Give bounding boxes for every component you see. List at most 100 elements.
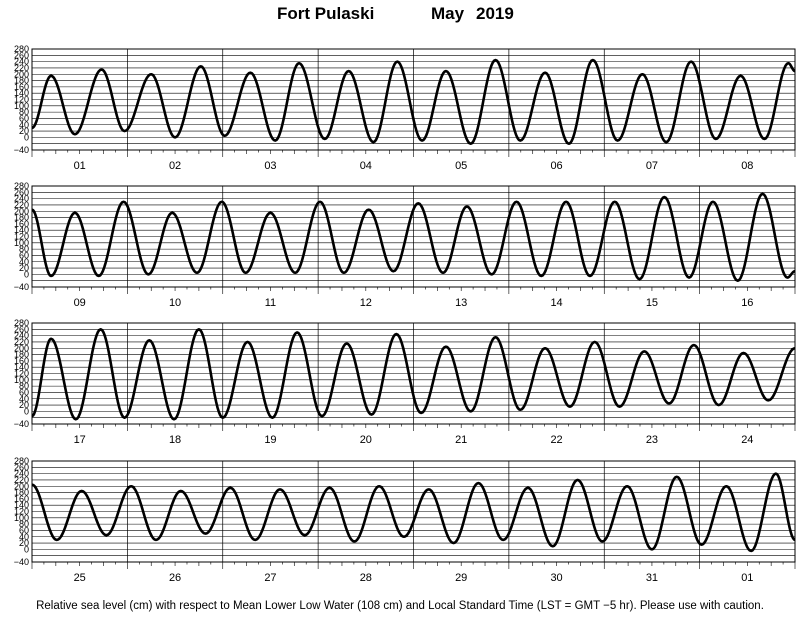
day-label: 12	[360, 297, 372, 309]
day-label: 16	[741, 297, 753, 309]
y-tick-label: 100	[14, 513, 29, 523]
day-label: 13	[455, 297, 467, 309]
day-label: 19	[264, 434, 276, 446]
y-tick-label: 280	[14, 181, 29, 191]
y-tick-label: 280	[14, 44, 29, 54]
y-tick-label: 240	[14, 57, 29, 67]
day-label: 18	[169, 434, 181, 446]
y-tick-label: 160	[14, 82, 29, 92]
y-tick-label: 180	[14, 350, 29, 360]
day-label: 01	[741, 572, 753, 584]
y-tick-label: 180	[14, 213, 29, 223]
day-label: 11	[265, 297, 276, 309]
footnote: Relative sea level (cm) with respect to …	[36, 600, 764, 612]
y-tick-label: 120	[14, 95, 29, 105]
y-tick-label: 260	[14, 187, 29, 197]
y-tick-label: 0	[24, 544, 29, 554]
day-label: 14	[550, 297, 562, 309]
y-tick-label: 200	[14, 481, 29, 491]
y-tick-label: 120	[14, 507, 29, 517]
y-tick-label: 0	[24, 269, 29, 279]
y-tick-label: 260	[14, 324, 29, 334]
y-tick-label: 220	[14, 475, 29, 485]
y-tick-label: 20	[19, 263, 29, 273]
y-tick-label: 80	[19, 107, 29, 117]
y-tick-label: 140	[14, 88, 29, 98]
y-tick-label: 220	[14, 200, 29, 210]
y-tick-label: 260	[14, 50, 29, 60]
y-tick-label: 40	[19, 257, 29, 267]
day-label: 10	[169, 297, 181, 309]
station-name: Fort Pulaski	[277, 4, 375, 23]
day-label: 31	[646, 572, 658, 584]
year-label: 2019	[476, 4, 514, 23]
y-tick-label: 280	[14, 456, 29, 466]
day-label: 06	[550, 160, 562, 172]
y-tick-label: −40	[14, 282, 29, 292]
month-label: May	[431, 4, 465, 23]
y-tick-label: 180	[14, 488, 29, 498]
day-label: 25	[74, 572, 86, 584]
day-label: 24	[741, 434, 753, 446]
y-tick-label: 140	[14, 500, 29, 510]
y-tick-label: 60	[19, 525, 29, 535]
y-tick-label: 200	[14, 343, 29, 353]
day-label: 30	[550, 572, 562, 584]
y-tick-label: 20	[19, 126, 29, 136]
chart-title: Fort Pulaski May 2019	[0, 4, 800, 28]
tide-curve	[31, 192, 796, 282]
day-label: 21	[455, 434, 467, 446]
y-tick-label: 140	[14, 225, 29, 235]
y-tick-label: 180	[14, 76, 29, 86]
y-tick-label: 60	[19, 387, 29, 397]
y-tick-label: 80	[19, 244, 29, 254]
day-label: 20	[360, 434, 372, 446]
y-tick-label: 0	[24, 132, 29, 142]
y-tick-label: 80	[19, 381, 29, 391]
y-tick-label: 160	[14, 356, 29, 366]
y-tick-label: 40	[19, 120, 29, 130]
day-label: 15	[646, 297, 658, 309]
day-label: 22	[550, 434, 562, 446]
y-tick-label: 260	[14, 462, 29, 472]
day-label: 17	[74, 434, 86, 446]
y-tick-label: 100	[14, 101, 29, 111]
y-tick-label: 40	[19, 394, 29, 404]
tide-curve	[31, 472, 796, 553]
day-label: 01	[74, 160, 86, 172]
day-label: 23	[646, 434, 658, 446]
y-tick-label: 20	[19, 538, 29, 548]
y-tick-label: 40	[19, 532, 29, 542]
y-tick-label: 60	[19, 250, 29, 260]
day-label: 03	[264, 160, 276, 172]
y-tick-label: 240	[14, 194, 29, 204]
day-label: 27	[264, 572, 276, 584]
y-tick-label: 160	[14, 494, 29, 504]
y-tick-label: 200	[14, 206, 29, 216]
y-tick-label: 220	[14, 337, 29, 347]
y-tick-label: 200	[14, 69, 29, 79]
tide-curve	[31, 58, 796, 145]
y-tick-label: 60	[19, 113, 29, 123]
y-tick-label: 160	[14, 219, 29, 229]
y-tick-label: 100	[14, 375, 29, 385]
y-tick-label: 20	[19, 400, 29, 410]
day-label: 05	[455, 160, 467, 172]
day-label: 09	[74, 297, 86, 309]
y-tick-label: −40	[14, 145, 29, 155]
y-tick-label: 100	[14, 238, 29, 248]
y-tick-label: 120	[14, 232, 29, 242]
tide-curve	[31, 328, 796, 421]
y-tick-label: 120	[14, 369, 29, 379]
day-label: 08	[741, 160, 753, 172]
y-tick-label: 80	[19, 519, 29, 529]
tide-chart: 280260240220200180160140120100806040200−…	[14, 44, 796, 584]
y-tick-label: 0	[24, 406, 29, 416]
y-tick-label: 220	[14, 63, 29, 73]
y-tick-label: 240	[14, 469, 29, 479]
day-label: 04	[360, 160, 372, 172]
y-tick-label: −40	[14, 557, 29, 567]
day-label: 28	[360, 572, 372, 584]
day-label: 26	[169, 572, 181, 584]
y-tick-label: 280	[14, 318, 29, 328]
